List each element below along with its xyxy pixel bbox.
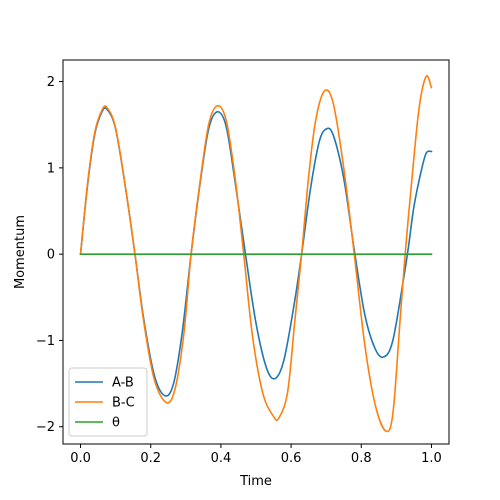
x-tick-label: 0.2: [140, 451, 161, 466]
x-tick-label: 0.6: [281, 451, 302, 466]
series-layer: [79, 75, 433, 433]
y-axis-label: Momentum: [13, 215, 28, 289]
legend: A-B B-C θ: [68, 367, 148, 437]
y-tick-label: 0: [47, 248, 55, 263]
y-tick-label: 1: [47, 161, 55, 176]
x-tick-label: 1.0: [421, 451, 442, 466]
x-tick-label: 0.8: [351, 451, 372, 466]
y-tick-label: −1: [36, 334, 55, 349]
legend-box: [68, 367, 148, 437]
series-line-1: [79, 75, 433, 433]
legend-label: A-B: [112, 376, 134, 391]
x-tick-label: 0.0: [70, 451, 91, 466]
legend-label: θ: [112, 416, 120, 431]
x-tick-label: 0.4: [211, 451, 232, 466]
plot-frame: [62, 59, 450, 445]
y-tick-label: 2: [47, 75, 55, 90]
x-axis-label: Time: [239, 474, 272, 489]
axes-layer: 0.0 0.2 0.4 0.6 0.8 1.0 −2 −1 0 1 2: [36, 75, 442, 466]
legend-label: B-C: [112, 396, 135, 411]
y-tick-label: −2: [36, 420, 55, 435]
